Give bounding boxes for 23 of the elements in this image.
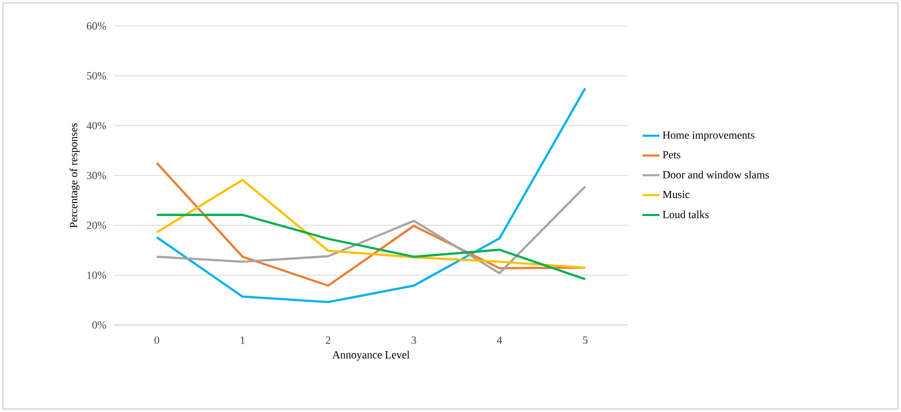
- legend-label: Loud talks: [662, 210, 709, 218]
- legend-label: Home improvements: [662, 131, 754, 141]
- y-tick-label: 30%: [86, 172, 106, 180]
- legend-label: Door and window slams: [662, 170, 769, 178]
- x-tick-label: 4: [496, 336, 502, 344]
- x-axis-title: Annoyance Level: [332, 350, 410, 361]
- legend-label: Pets: [662, 151, 680, 158]
- line-series: [156, 214, 586, 280]
- y-tick-label: 20%: [86, 222, 106, 230]
- y-tick-label: 0%: [92, 321, 106, 329]
- x-tick-label: 1: [240, 336, 245, 344]
- legend-label: Music: [662, 190, 690, 198]
- y-tick-label: 60%: [86, 22, 106, 30]
- y-tick-label: 40%: [86, 122, 106, 130]
- x-tick-label: 5: [583, 336, 588, 344]
- x-tick-label: 0: [154, 336, 160, 344]
- y-tick-label: 50%: [87, 72, 106, 80]
- x-tick-label: 3: [412, 336, 416, 344]
- line-series: [156, 87, 586, 304]
- y-axis-title: Percentage of responses: [69, 123, 80, 228]
- line-series: [156, 162, 586, 287]
- x-tick-label: 2: [326, 336, 330, 344]
- y-tick-label: 10%: [87, 271, 106, 279]
